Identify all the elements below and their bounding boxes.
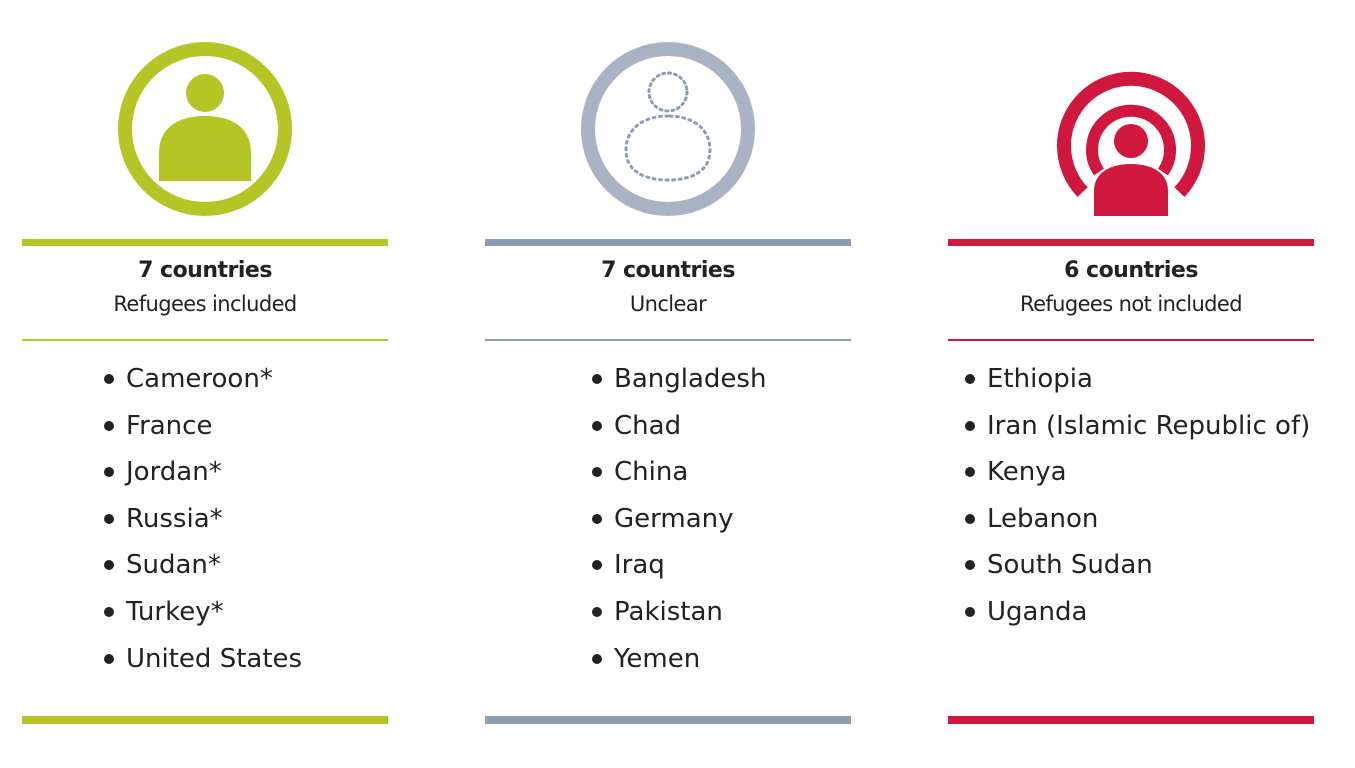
list-item: Iraq (592, 546, 766, 593)
bullet-icon (592, 513, 602, 524)
person-outside-open-circle-icon (1057, 71, 1205, 216)
bullet-icon (965, 606, 975, 617)
country-count: 7 countries (601, 258, 735, 283)
bullet-icon (104, 420, 114, 431)
country-name: Uganda (987, 596, 1088, 627)
bullet-icon (965, 513, 975, 524)
list-item: Pakistan (592, 593, 766, 640)
category-label: Refugees included (113, 292, 297, 316)
top-color-bar (948, 239, 1314, 246)
list-item: Yemen (592, 640, 766, 687)
list-item: Ethiopia (965, 360, 1310, 407)
column-refugees-included: 7 countries Refugees included Cameroon* … (22, 0, 388, 768)
bullet-icon (104, 374, 114, 384)
person-in-circle-icon (118, 42, 292, 216)
list-item: Sudan* (104, 546, 302, 593)
divider (485, 339, 851, 341)
list-item: Chad (592, 407, 766, 454)
icon-area (22, 40, 388, 220)
bullet-icon (965, 420, 975, 431)
country-name: Sudan* (126, 550, 221, 581)
country-name: Germany (614, 503, 734, 534)
bullet-icon (592, 420, 602, 431)
country-name: Iraq (614, 550, 665, 581)
icon-area (948, 40, 1314, 220)
list-item: China (592, 453, 766, 500)
country-name: France (126, 410, 213, 441)
top-color-bar (22, 239, 388, 246)
divider (948, 339, 1314, 341)
list-item: Turkey* (104, 593, 302, 640)
list-item: Lebanon (965, 500, 1310, 547)
list-item: Jordan* (104, 453, 302, 500)
bullet-icon (965, 467, 975, 478)
country-name: Lebanon (987, 503, 1099, 534)
country-name: United States (126, 643, 303, 674)
country-count: 7 countries (138, 258, 272, 283)
icon-area (485, 40, 851, 220)
bullet-icon (104, 560, 114, 571)
country-list: Bangladesh Chad China Germany Iraq Pakis… (592, 360, 766, 686)
country-name: Jordan* (126, 457, 222, 488)
top-color-bar (485, 239, 851, 246)
bullet-icon (592, 467, 602, 478)
column-unclear: 7 countries Unclear Bangladesh Chad Chin… (485, 0, 851, 768)
bullet-icon (104, 653, 114, 664)
list-item: Germany (592, 500, 766, 547)
country-name: Bangladesh (614, 364, 767, 394)
country-name: Ethiopia (987, 364, 1093, 394)
divider (22, 339, 388, 341)
bullet-icon (104, 606, 114, 617)
bullet-icon (104, 467, 114, 478)
country-name: Kenya (987, 457, 1067, 488)
country-name: South Sudan (987, 550, 1153, 581)
list-item: Cameroon* (104, 360, 302, 407)
bullet-icon (592, 606, 602, 617)
bullet-icon (592, 653, 602, 664)
column-refugees-not-included: 6 countries Refugees not included Ethiop… (948, 0, 1314, 768)
country-count: 6 countries (1064, 258, 1198, 283)
category-label: Refugees not included (1020, 292, 1243, 316)
list-item: Bangladesh (592, 360, 766, 407)
list-item: United States (104, 640, 302, 687)
list-item: Russia* (104, 500, 302, 547)
list-item: Kenya (965, 453, 1310, 500)
country-name: Yemen (614, 643, 701, 674)
list-item: France (104, 407, 302, 454)
country-name: Cameroon* (126, 364, 273, 394)
bullet-icon (592, 560, 602, 571)
bottom-color-bar (948, 716, 1314, 724)
list-item: South Sudan (965, 546, 1310, 593)
bottom-color-bar (22, 716, 388, 724)
country-name: Pakistan (614, 596, 723, 627)
dotted-person-in-circle-icon (581, 42, 755, 216)
country-name: Iran (Islamic Republic of) (987, 410, 1311, 441)
country-list: Ethiopia Iran (Islamic Republic of) Keny… (965, 360, 1310, 640)
bottom-color-bar (485, 716, 851, 724)
country-list: Cameroon* France Jordan* Russia* Sudan* … (104, 360, 302, 686)
list-item: Uganda (965, 593, 1310, 640)
bullet-icon (965, 374, 975, 384)
bullet-icon (592, 374, 602, 384)
bullet-icon (965, 560, 975, 571)
category-label: Unclear (629, 292, 707, 316)
country-name: Chad (614, 410, 682, 441)
country-name: Turkey* (126, 596, 224, 627)
list-item: Iran (Islamic Republic of) (965, 407, 1310, 454)
country-name: China (614, 457, 689, 488)
bullet-icon (104, 513, 114, 524)
country-name: Russia* (126, 503, 223, 534)
